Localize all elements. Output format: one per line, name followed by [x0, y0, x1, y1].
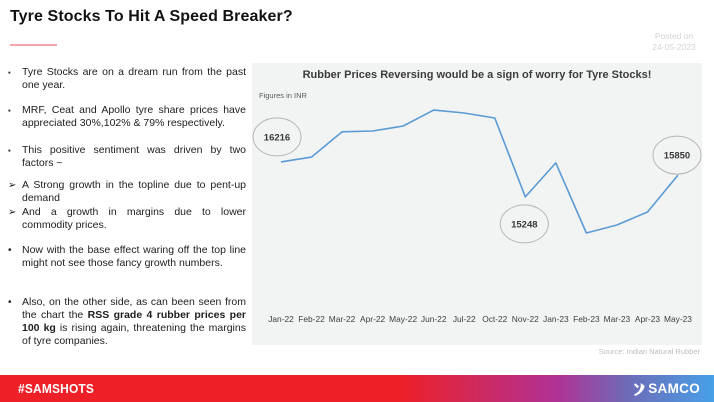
x-axis-label: Feb-22: [298, 314, 325, 324]
dot-bullet-icon: •: [8, 245, 12, 256]
samshots-hashtag: #SAMSHOTS: [18, 381, 95, 396]
data-label-text: 16216: [264, 132, 290, 143]
paragraph-text: This positive sentiment was driven by tw…: [22, 144, 246, 169]
square-bullet-icon: ▪: [8, 106, 11, 115]
data-label-ellipse: [652, 135, 702, 175]
samco-brand: SAMCO: [633, 381, 700, 396]
x-axis-label: May-23: [664, 314, 692, 324]
page-title: Tyre Stocks To Hit A Speed Breaker?: [10, 8, 293, 25]
x-axis-label: Oct-22: [482, 314, 507, 324]
data-label-ellipse: [499, 204, 549, 244]
x-axis-label: Jan-22: [268, 314, 294, 324]
arrow-bullet-icon: ➢: [8, 207, 17, 218]
footer-bar: #SAMSHOTS SAMCO: [0, 375, 714, 402]
bullet-paragraph: ▪ MRF, Ceat and Apollo tyre share prices…: [8, 104, 246, 130]
x-axis-label: Mar-23: [604, 314, 631, 324]
square-bullet-icon: ▪: [8, 146, 11, 155]
arrow-bullet-icon: ➢: [8, 180, 17, 191]
x-axis-label: Jun-22: [421, 314, 447, 324]
chart-units-note: Figures in INR: [259, 91, 307, 100]
square-bullet-icon: ▪: [8, 68, 11, 77]
x-axis-label: Jul-22: [453, 314, 476, 324]
posted-on-date: 24-05-2023: [652, 41, 696, 52]
samco-logo-icon: [634, 382, 645, 396]
x-axis-label: Apr-22: [360, 314, 385, 324]
paragraph-text: Also, on the other side, as can been see…: [22, 296, 246, 347]
x-axis-label: Jan-23: [543, 314, 569, 324]
paragraph-text: A Strong growth in the topline due to pe…: [22, 179, 246, 204]
paragraph-text: Now with the base effect waring off the …: [22, 244, 246, 269]
rubber-price-chart: 16216 15248 15850 Jan-22 Feb-22 Mar-22 Apr-22 M…: [252, 109, 702, 324]
paragraph-text: Tyre Stocks are on a dream run from the …: [22, 66, 246, 91]
bold-phrase: RSS grade 4 rubber prices per 100 kg: [22, 309, 246, 334]
paragraph-text: And a growth in margins due to lower com…: [22, 206, 246, 231]
dot-paragraph: • Now with the base effect waring off th…: [8, 244, 246, 270]
arrow-paragraph: ➢ And a growth in margins due to lower c…: [8, 206, 246, 232]
bullet-paragraph: ▪ This positive sentiment was driven by …: [8, 144, 246, 170]
arrow-paragraph: ➢ A Strong growth in the topline due to …: [8, 179, 246, 205]
x-axis-label: Mar-22: [329, 314, 356, 324]
rubber-price-chart-panel: Rubber Prices Reversing would be a sign …: [252, 63, 702, 345]
price-line: [280, 109, 679, 234]
samco-logo-text: SAMCO: [648, 381, 700, 396]
x-axis-label: Apr-23: [635, 314, 660, 324]
bullet-paragraph: ▪ Tyre Stocks are on a dream run from th…: [8, 66, 246, 92]
x-axis-label: Feb-23: [573, 314, 600, 324]
dot-bullet-icon: •: [8, 297, 12, 308]
data-label-text: 15850: [664, 151, 690, 162]
dot-paragraph: • Also, on the other side, as can been s…: [8, 296, 246, 348]
x-axis-label: May-22: [389, 314, 417, 324]
x-axis-label: Nov-22: [512, 314, 539, 324]
title-underline: [10, 44, 57, 46]
data-label-text: 15248: [511, 219, 537, 230]
posted-on-label: Posted on: [654, 31, 694, 41]
posted-on: Posted on 24-05-2023: [638, 31, 710, 52]
paragraph-text: MRF, Ceat and Apollo tyre share prices h…: [22, 104, 246, 129]
chart-source: Source: Indian Natural Rubber: [598, 347, 700, 356]
chart-title: Rubber Prices Reversing would be a sign …: [302, 69, 652, 81]
data-label-ellipse: [252, 117, 302, 157]
